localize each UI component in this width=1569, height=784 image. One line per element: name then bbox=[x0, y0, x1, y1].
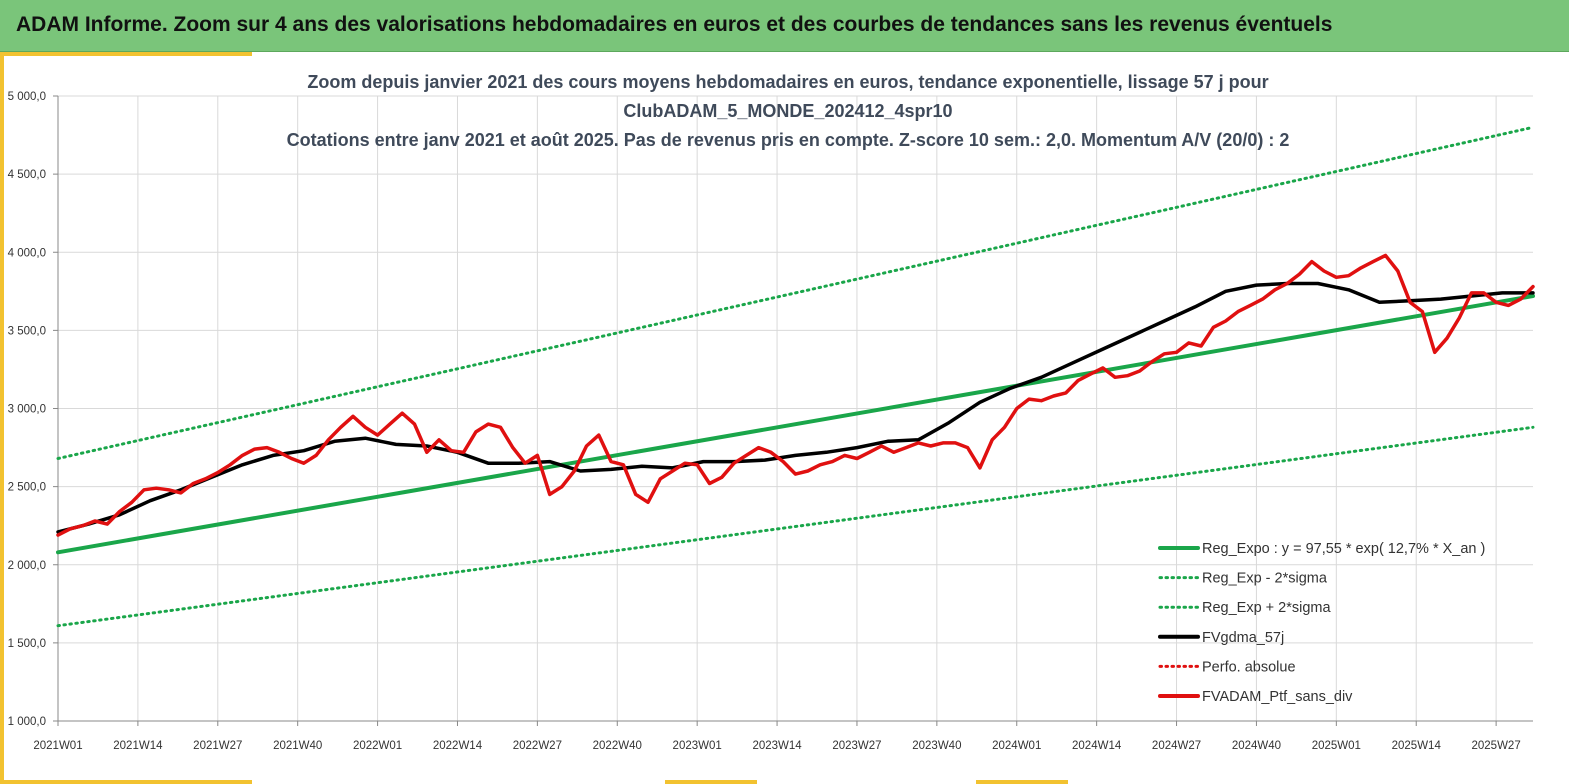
x-tick-label: 2022W14 bbox=[433, 740, 483, 752]
y-tick-label: 3 500,0 bbox=[8, 325, 46, 337]
x-tick-label: 2023W40 bbox=[912, 740, 961, 752]
y-tick-label: 5 000,0 bbox=[8, 91, 46, 103]
legend-label: Reg_Exp + 2*sigma bbox=[1202, 600, 1331, 616]
accent-bar-top bbox=[0, 52, 252, 56]
legend-label: FVADAM_Ptf_sans_div bbox=[1202, 689, 1353, 705]
x-tick-label: 2023W14 bbox=[752, 740, 802, 752]
chart-title-line: ClubADAM_5_MONDE_202412_4spr10 bbox=[623, 101, 953, 121]
series-line-2 bbox=[56, 125, 1535, 460]
legend-label: Perfo. absolue bbox=[1202, 659, 1296, 675]
x-tick-label: 2022W40 bbox=[593, 740, 642, 752]
x-tick-label: 2022W27 bbox=[513, 740, 562, 752]
x-tick-label: 2021W27 bbox=[193, 740, 242, 752]
chart-title-line: Cotations entre janv 2021 et août 2025. … bbox=[286, 130, 1290, 150]
series-line-0 bbox=[56, 294, 1535, 555]
x-tick-label: 2023W01 bbox=[673, 740, 722, 752]
x-tick-label: 2025W27 bbox=[1472, 740, 1521, 752]
x-tick-label: 2021W14 bbox=[113, 740, 163, 752]
x-tick-label: 2025W14 bbox=[1392, 740, 1442, 752]
series-line-5 bbox=[56, 253, 1535, 537]
legend-label: Reg_Exp - 2*sigma bbox=[1202, 571, 1328, 587]
page-title: ADAM Informe. Zoom sur 4 ans des valoris… bbox=[16, 13, 1333, 36]
y-tick-label: 1 000,0 bbox=[8, 716, 46, 728]
grid bbox=[57, 95, 1533, 722]
accent-bar-bottom bbox=[976, 780, 1068, 784]
legend-label: Reg_Expo : y = 97,55 * exp( 12,7% * X_an… bbox=[1202, 541, 1485, 557]
accent-bar-bottom bbox=[0, 780, 252, 784]
x-tick-label: 2025W01 bbox=[1312, 740, 1361, 752]
y-tick-label: 2 000,0 bbox=[8, 560, 46, 572]
x-tick-label: 2022W01 bbox=[353, 740, 402, 752]
x-tick-label: 2024W14 bbox=[1072, 740, 1122, 752]
y-tick-label: 4 000,0 bbox=[8, 247, 46, 259]
legend: Reg_Expo : y = 97,55 * exp( 12,7% * X_an… bbox=[1158, 541, 1485, 705]
legend-label: FVgdma_57j bbox=[1202, 630, 1284, 646]
y-tick-label: 2 500,0 bbox=[8, 482, 46, 494]
x-tick-label: 2021W01 bbox=[33, 740, 82, 752]
y-tick-label: 1 500,0 bbox=[8, 638, 46, 650]
y-tick-label: 4 500,0 bbox=[8, 169, 46, 181]
chart-title: Zoom depuis janvier 2021 des cours moyen… bbox=[220, 68, 1356, 155]
accent-bar-bottom bbox=[665, 780, 757, 784]
accent-bar-left bbox=[0, 52, 4, 784]
x-tick-label: 2024W27 bbox=[1152, 740, 1201, 752]
header-banner: ADAM Informe. Zoom sur 4 ans des valoris… bbox=[0, 0, 1569, 52]
chart-title-line: Zoom depuis janvier 2021 des cours moyen… bbox=[307, 72, 1269, 92]
x-tick-label: 2021W40 bbox=[273, 740, 322, 752]
x-tick-label: 2024W01 bbox=[992, 740, 1041, 752]
series-line-1 bbox=[56, 425, 1535, 628]
series bbox=[56, 125, 1535, 628]
x-tick-label: 2023W27 bbox=[832, 740, 881, 752]
y-tick-label: 3 000,0 bbox=[8, 404, 46, 416]
axes: 1 000,0 1 500,0 2 000,0 2 500,0 3 000,0 3 500… bbox=[8, 91, 1533, 752]
x-tick-label: 2024W40 bbox=[1232, 740, 1281, 752]
